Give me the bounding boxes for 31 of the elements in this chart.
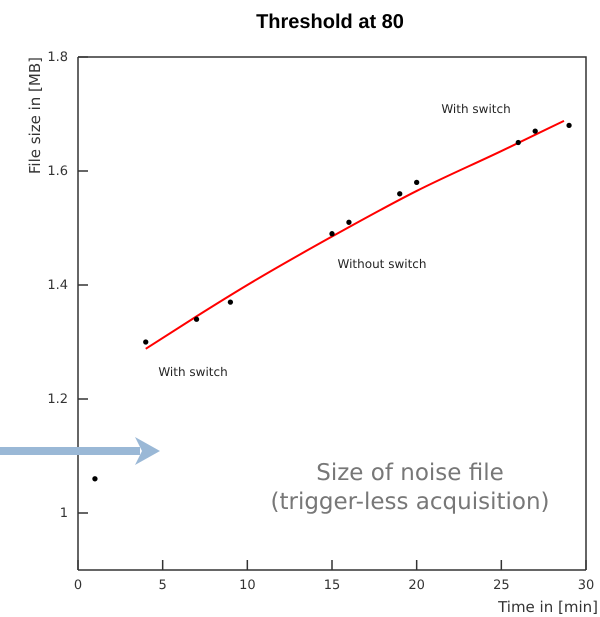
point [92,476,98,482]
x-tick-label: 5 [158,578,167,594]
x-tick-label: 20 [408,578,425,594]
point [566,122,572,128]
x-tick-label: 10 [239,578,256,594]
point [397,191,402,196]
point [143,339,148,345]
annotation: With switch [158,365,228,379]
x-tick-label: 0 [74,578,82,594]
point [194,316,200,322]
annotation: With switch [441,102,511,116]
chart-title: Threshold at 80 [256,11,404,33]
annotation: Size of noise file (trigger-less acquisition) [270,460,550,515]
x-tick-label: 25 [493,578,510,594]
x-tick-label: 15 [324,578,340,594]
point [414,180,420,186]
y-tick-label: 1.2 [47,392,68,408]
y-tick-label: 1.6 [47,164,68,180]
point [346,220,352,225]
line-series [144,120,565,350]
point [228,299,234,305]
point [532,128,538,134]
point [329,231,335,236]
y-axis-title: File size in [MB] [26,57,44,174]
x-tick-label: 30 [578,578,594,594]
point [516,140,521,146]
y-tick-label: 1 [60,506,68,522]
annotation: Without switch [337,257,427,271]
y-tick-label: 1.8 [47,50,68,66]
y-tick-label: 1.4 [47,278,68,294]
x-axis-title: Time in [min] [497,598,598,616]
